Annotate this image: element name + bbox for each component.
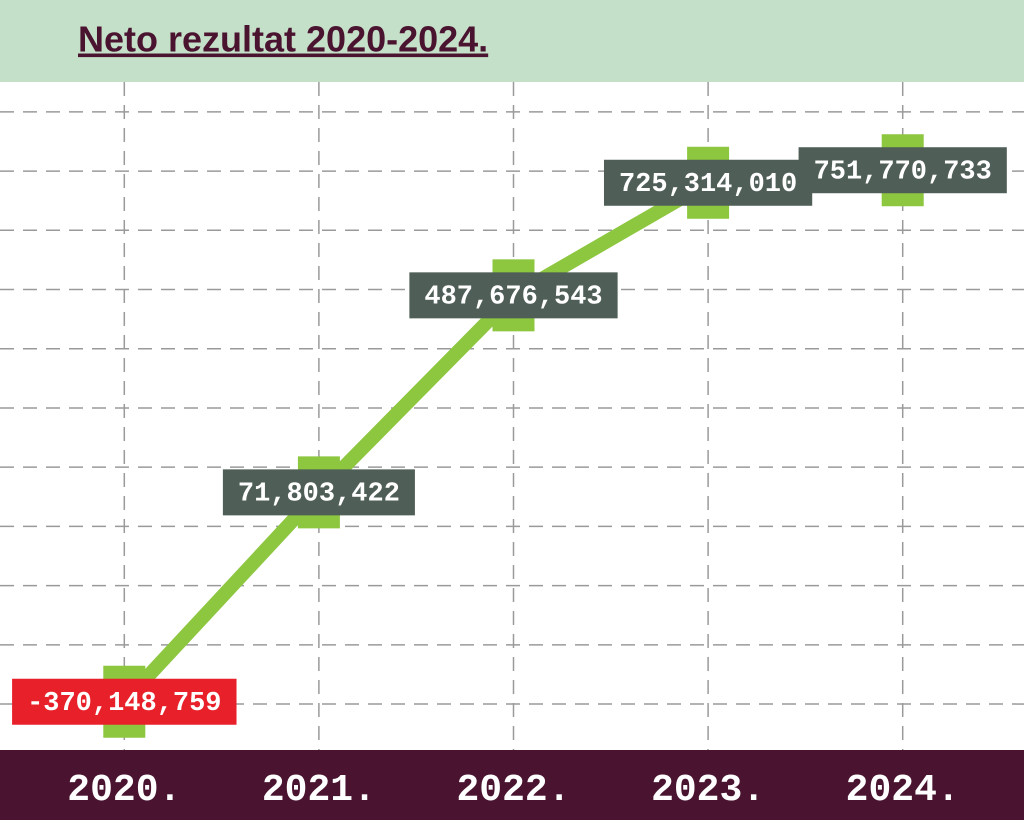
x-tick-label: 2023.	[651, 769, 765, 812]
header-band	[0, 0, 1024, 82]
value-label-text: 487,676,543	[424, 282, 602, 312]
value-label: -370,148,759	[12, 678, 237, 725]
x-tick-label: 2024.	[846, 769, 960, 812]
x-tick-label: 2022.	[456, 769, 570, 812]
value-label-box	[603, 159, 813, 206]
value-label-box	[222, 469, 415, 516]
value-label: 751,770,733	[798, 147, 1007, 194]
value-label: 725,314,010	[603, 159, 813, 206]
value-label-box	[409, 272, 618, 319]
footer-band	[0, 750, 1024, 820]
value-label-text: -370,148,759	[27, 689, 221, 719]
value-label: 71,803,422	[222, 469, 415, 516]
labels: 2020. 2021. 2022. 2023. 2024. -370,148,759 71,…	[12, 147, 1007, 812]
value-label-text: 725,314,010	[619, 170, 797, 200]
x-tick-label: 2020.	[67, 769, 181, 812]
value-label-text: 751,770,733	[814, 157, 992, 187]
value-label-box	[798, 147, 1007, 194]
chart-title: Neto rezultat 2020-2024.	[78, 19, 488, 60]
value-label-box	[12, 678, 237, 725]
value-label: 487,676,543	[409, 272, 618, 319]
value-label-text: 71,803,422	[238, 479, 400, 509]
x-tick-label: 2021.	[262, 769, 376, 812]
